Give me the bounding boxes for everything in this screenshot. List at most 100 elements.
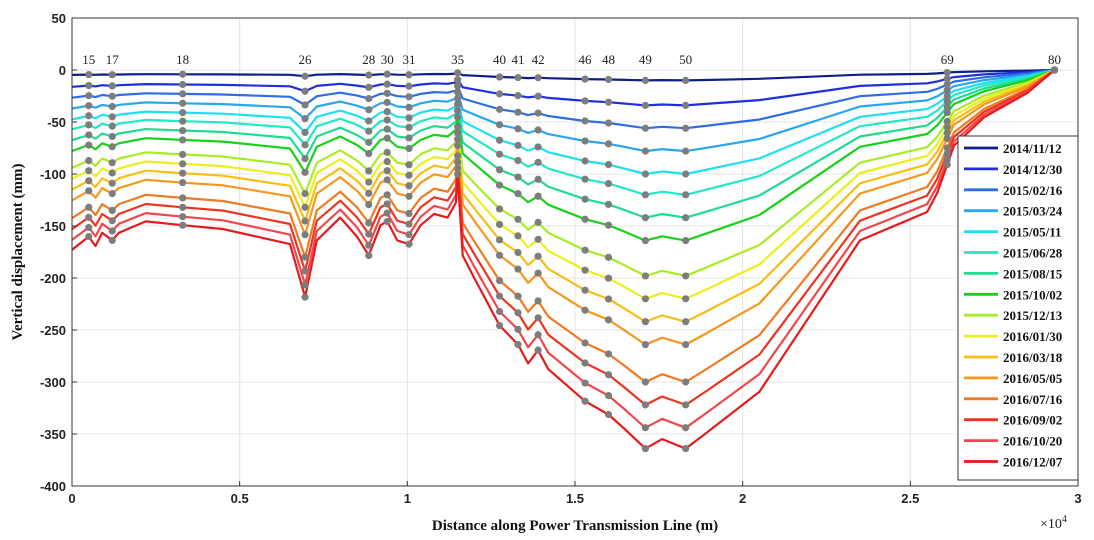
tower-marker: [454, 69, 462, 77]
tower-marker: [454, 135, 462, 143]
legend-entry-label: 2016/05/05: [1003, 371, 1063, 386]
tower-marker: [514, 265, 522, 273]
tower-marker: [179, 99, 187, 107]
tower-marker: [85, 187, 93, 195]
tower-marker: [179, 169, 187, 177]
legend-entry-label: 2016/03/18: [1003, 350, 1063, 365]
tower-marker: [365, 189, 373, 197]
tower-marker: [301, 101, 309, 109]
tower-marker: [534, 74, 542, 82]
legend-entry-label: 2015/08/15: [1003, 266, 1063, 281]
tower-marker: [383, 157, 391, 166]
tower-marker: [514, 232, 522, 240]
tower-marker: [383, 98, 391, 107]
tower-marker: [108, 143, 116, 151]
tower-marker: [604, 391, 613, 400]
y-axis-label: Vertical displacement (mm): [10, 164, 26, 341]
tower-marker: [495, 277, 504, 285]
tower-marker: [179, 126, 187, 135]
tower-label-42: 42: [532, 52, 545, 67]
x-tick-label: 2.5: [901, 491, 919, 506]
tower-marker: [495, 220, 504, 229]
tower-marker: [454, 170, 462, 178]
tower-marker: [454, 152, 462, 160]
tower-marker: [179, 109, 187, 117]
tower-marker: [943, 123, 951, 131]
tower-marker: [495, 105, 504, 113]
tower-marker: [179, 117, 187, 125]
series-line-2016-10-20: [71, 69, 1056, 429]
tower-marker: [581, 266, 589, 274]
tower-marker: [454, 76, 462, 84]
tower-marker: [365, 241, 373, 249]
tower-marker: [514, 190, 522, 198]
tower-marker: [534, 192, 542, 200]
legend-entry-label: 2016/01/30: [1003, 329, 1062, 344]
tower-marker: [179, 160, 187, 168]
tower-marker: [682, 272, 690, 280]
tower-marker: [581, 339, 589, 347]
tower-marker: [682, 124, 690, 132]
tower-marker: [383, 191, 391, 199]
tower-marker: [682, 236, 690, 245]
y-tick-label: -100: [40, 167, 66, 182]
tower-label-50: 50: [679, 52, 692, 67]
tower-marker: [682, 214, 690, 222]
tower-marker: [405, 82, 413, 90]
tower-marker: [301, 267, 309, 275]
tower-marker: [604, 410, 613, 419]
tower-marker: [682, 101, 690, 109]
tower-marker: [514, 325, 522, 333]
y-tick-label: -50: [47, 115, 66, 130]
tower-marker: [301, 189, 309, 198]
tower-marker: [85, 131, 93, 139]
x-axis-label: Distance along Power Transmission Line (…: [432, 518, 718, 534]
tower-marker: [405, 123, 413, 132]
tower-marker: [383, 108, 391, 116]
tower-marker: [85, 213, 93, 221]
tower-marker: [108, 217, 116, 225]
tower-marker: [108, 227, 116, 235]
tower-marker: [179, 194, 187, 202]
tower-label-15: 15: [82, 52, 95, 67]
tower-marker: [405, 93, 413, 101]
tower-marker: [301, 253, 309, 261]
tower-marker: [534, 143, 542, 151]
tower-marker: [301, 281, 309, 289]
tower-marker: [581, 175, 589, 183]
tower-marker: [405, 240, 413, 248]
tower-marker: [365, 94, 373, 103]
tower-marker: [365, 251, 373, 260]
tower-marker: [405, 230, 413, 239]
tower-marker: [108, 102, 116, 111]
tower-marker: [85, 92, 93, 100]
tower-marker: [301, 115, 309, 123]
tower-marker: [405, 144, 413, 153]
tower-marker: [604, 253, 613, 261]
tower-marker: [495, 90, 504, 98]
tower-marker: [604, 274, 613, 282]
tower-marker: [641, 378, 650, 386]
legend-entry-label: 2016/09/02: [1003, 413, 1062, 428]
tower-marker: [534, 218, 542, 226]
tower-marker: [301, 231, 309, 239]
tower-marker: [85, 203, 93, 211]
tower-marker: [943, 129, 951, 137]
tower-marker: [495, 166, 504, 174]
x-multiplier-base: ×10: [1040, 517, 1062, 532]
legend-entry-label: 2015/02/16: [1003, 183, 1063, 198]
tower-label-35: 35: [451, 52, 464, 67]
tower-marker: [581, 379, 589, 387]
tower-marker: [581, 246, 589, 254]
tower-markers: [85, 66, 1059, 453]
y-tick-label: -400: [40, 479, 66, 494]
tower-marker: [108, 122, 116, 130]
tower-marker: [534, 331, 542, 339]
tower-marker: [405, 161, 413, 169]
tower-marker: [682, 295, 690, 303]
tower-label-18: 18: [176, 52, 189, 67]
tower-label-17: 17: [106, 52, 120, 67]
grid-layer: [71, 17, 1079, 487]
tower-marker: [365, 138, 373, 146]
